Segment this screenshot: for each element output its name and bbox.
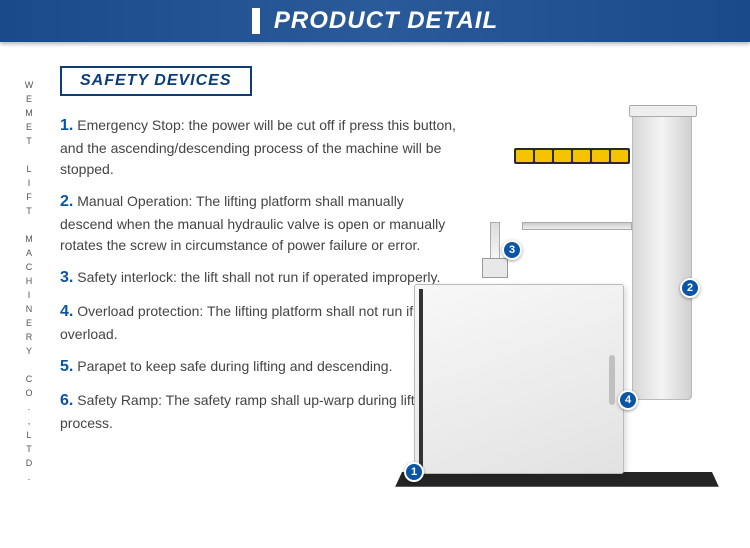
- item-text: Parapet to keep safe during lifting and …: [77, 358, 392, 374]
- lift-arm: [522, 222, 632, 230]
- list-item: 6. Safety Ramp: The safety ramp shall up…: [60, 389, 460, 434]
- item-number: 6.: [60, 392, 73, 409]
- header-title: PRODUCT DETAIL: [274, 7, 498, 35]
- callout-4: 4: [618, 390, 638, 410]
- arm-post: [490, 222, 500, 260]
- item-number: 3.: [60, 269, 73, 286]
- lift-tower: [632, 110, 692, 400]
- list-item: 3. Safety interlock: the lift shall not …: [60, 266, 460, 290]
- callout-1: 1: [404, 462, 424, 482]
- brand-vertical-text: WEMET LIFT MACHINERY CO.,LTD.: [24, 80, 34, 486]
- warning-label-strip: [514, 148, 630, 164]
- item-number: 4.: [60, 303, 73, 320]
- callout-2: 2: [680, 278, 700, 298]
- header-band: PRODUCT DETAIL: [0, 0, 750, 42]
- item-text: Manual Operation: The lifting platform s…: [60, 193, 445, 253]
- item-text: Overload protection: The lifting platfor…: [60, 303, 413, 342]
- safety-list: 1. Emergency Stop: the power will be cut…: [60, 114, 460, 434]
- list-item: 2. Manual Operation: The lifting platfor…: [60, 190, 460, 256]
- item-text: Safety interlock: the lift shall not run…: [77, 269, 440, 285]
- item-number: 1.: [60, 117, 73, 134]
- list-item: 4. Overload protection: The lifting plat…: [60, 300, 460, 345]
- product-figure: 1 2 3 4: [442, 110, 702, 500]
- control-box: [482, 258, 508, 278]
- lift-panel: [414, 284, 624, 474]
- list-item: 5. Parapet to keep safe during lifting a…: [60, 355, 460, 379]
- item-number: 2.: [60, 193, 73, 210]
- item-text: Safety Ramp: The safety ramp shall up-wa…: [60, 392, 433, 431]
- item-number: 5.: [60, 358, 73, 375]
- lift-base: [395, 472, 719, 487]
- section-label: SAFETY DEVICES: [60, 66, 252, 96]
- header-stripe-icon: [252, 8, 260, 34]
- callout-3: 3: [502, 240, 522, 260]
- tower-cap: [629, 105, 697, 117]
- item-text: Emergency Stop: the power will be cut of…: [60, 117, 456, 177]
- list-item: 1. Emergency Stop: the power will be cut…: [60, 114, 460, 180]
